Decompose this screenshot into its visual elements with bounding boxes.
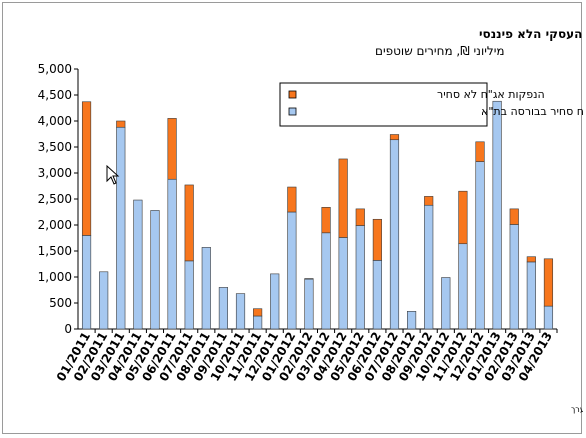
bar-listed [133, 199, 143, 330]
bar-listed [509, 224, 519, 330]
bar-unlisted [184, 184, 194, 262]
bar-listed [526, 261, 536, 330]
bar-unlisted [389, 134, 400, 141]
x-axis-ticks: 01/201102/201103/201104/201105/201106/20… [54, 329, 558, 384]
bar-listed [389, 139, 400, 330]
bar-listed [338, 237, 348, 330]
legend-label-listed: הנפקות אג"ח סחיר בבורסה בת"א [481, 105, 583, 118]
bar-listed [372, 260, 382, 330]
bar-unlisted [253, 308, 263, 317]
bar-listed [355, 225, 365, 330]
bar-unlisted [372, 218, 382, 261]
bar-unlisted [458, 190, 468, 245]
y-tick-label: 0 [64, 322, 72, 336]
bar-listed [253, 315, 263, 330]
bar-listed [304, 278, 314, 330]
bar-unlisted [167, 118, 177, 180]
bar-listed [235, 293, 246, 330]
bar-listed [270, 273, 280, 330]
bar-listed [543, 305, 554, 330]
y-tick-label: 4,500 [38, 88, 72, 102]
y-tick-label: 4,000 [38, 114, 72, 128]
legend-swatch-listed [288, 107, 297, 116]
source-note: מקור נתוני אג"ח סחיר - הבורסה לניירות ער… [571, 405, 583, 414]
legend-label-unlisted: הנפקות אג"ח לא סחיר [437, 88, 545, 101]
chart-subtitle: מיליוני ₪, מחירים שוטפים [375, 44, 505, 58]
bar-listed [116, 126, 126, 330]
chart-frame: נתונים חודשיים על הנפקות אג"ח של הסקטור … [2, 2, 583, 434]
bar-unlisted [355, 208, 365, 226]
bar-unlisted [304, 278, 314, 280]
bar-listed [458, 243, 468, 330]
legend-box [279, 82, 488, 127]
bar-listed [441, 277, 451, 330]
bar-listed [321, 232, 331, 330]
bar-unlisted [543, 258, 554, 307]
mouse-cursor-icon [106, 164, 120, 185]
bar-listed [492, 100, 502, 330]
bar-unlisted [287, 186, 297, 213]
legend: הנפקות אג"ח סחיר בבורסה בת"א הנפקות אג"ח… [279, 82, 583, 127]
bar-listed [407, 311, 417, 330]
bar-listed [184, 260, 194, 330]
y-tick-label: 1,500 [38, 244, 72, 258]
bar-listed [201, 247, 211, 330]
bar-listed [218, 287, 228, 330]
y-tick-label: 500 [49, 296, 72, 310]
bar-unlisted [526, 256, 536, 263]
y-axis-ticks: 0 500 1,000 1,500 2,000 2,500 3,000 3,500 4,000 4… [38, 62, 78, 336]
bar-unlisted [338, 158, 348, 238]
chart-title: נתונים חודשיים על הנפקות אג"ח של הסקטור … [479, 27, 583, 41]
bar-listed [81, 235, 92, 330]
bar-unlisted [509, 208, 519, 225]
bar-unlisted [475, 141, 485, 162]
y-tick-label: 2,500 [38, 192, 72, 206]
bar-listed [287, 211, 297, 330]
y-tick-label: 3,500 [38, 140, 72, 154]
bar-listed [167, 178, 177, 330]
bar-unlisted [116, 120, 126, 128]
bar-unlisted [321, 207, 331, 234]
bar-listed [424, 204, 434, 330]
bar-listed [150, 210, 160, 330]
y-tick-label: 1,000 [38, 270, 72, 284]
bars [81, 100, 554, 330]
bar-unlisted [81, 101, 92, 236]
y-tick-label: 2,000 [38, 218, 72, 232]
y-tick-label: 5,000 [38, 62, 72, 76]
y-tick-label: 3,000 [38, 166, 72, 180]
bar-unlisted [424, 196, 434, 206]
chart-svg: נתונים חודשיים על הנפקות אג"ח של הסקטור … [38, 27, 583, 414]
bar-listed [475, 161, 485, 330]
bar-listed [99, 271, 109, 330]
legend-swatch-unlisted [288, 90, 297, 99]
